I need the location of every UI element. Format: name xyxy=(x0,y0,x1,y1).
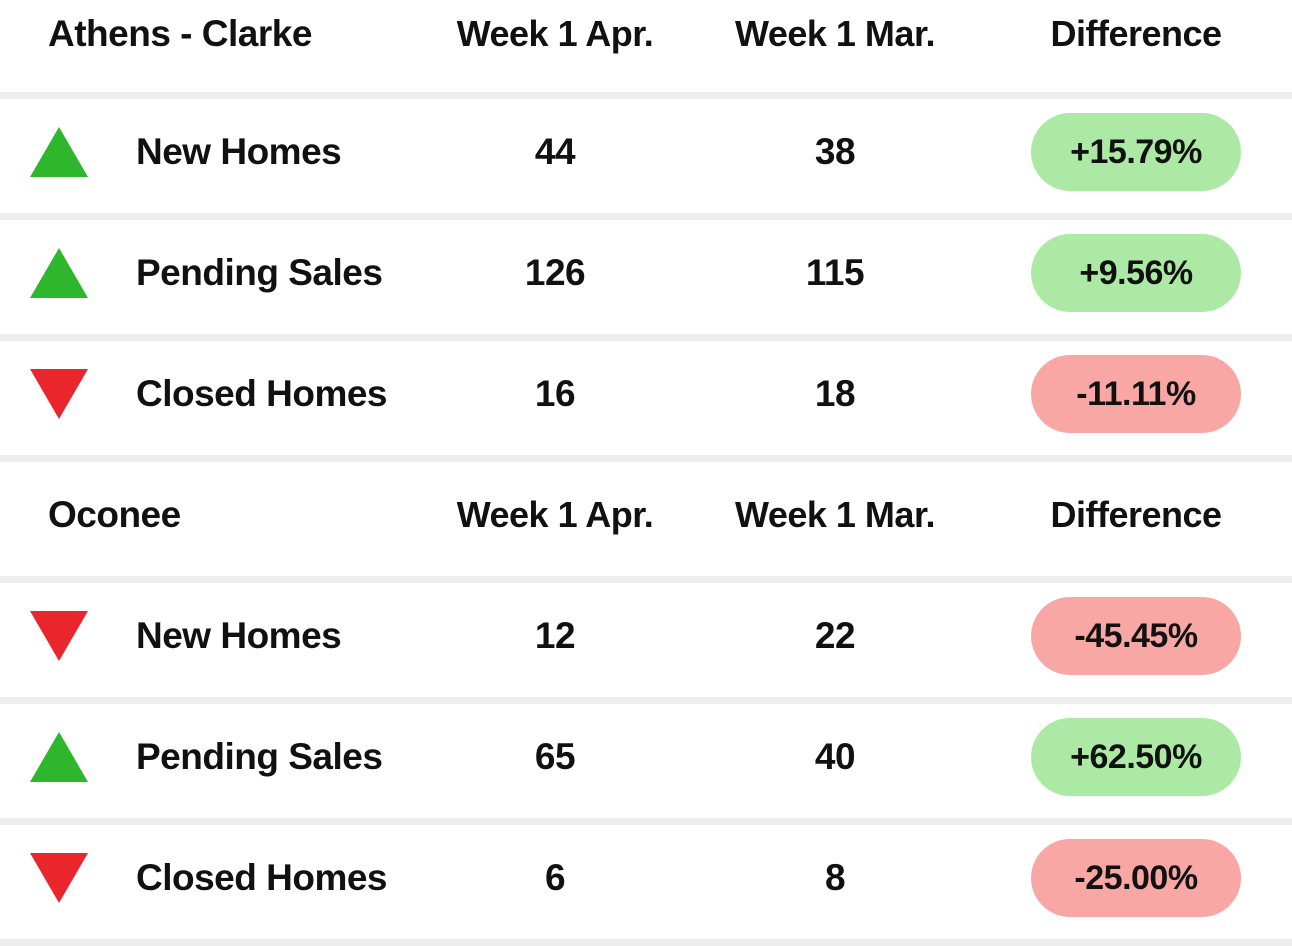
difference-cell: +62.50% xyxy=(1031,718,1241,796)
week1-mar-value: 115 xyxy=(805,252,865,293)
column-header-week1-apr: Week 1 Apr. xyxy=(456,13,654,54)
trend-down-icon xyxy=(30,611,88,661)
table-row: New Homes 44 38 +15.79% xyxy=(0,99,1292,213)
trend-up-icon xyxy=(30,127,88,177)
difference-badge: -11.11% xyxy=(1031,355,1241,433)
row-divider xyxy=(0,334,1292,341)
section-title: Oconee xyxy=(48,494,181,535)
section-header-oconee: Oconee Week 1 Apr. Week 1 Mar. Differenc… xyxy=(0,462,1292,576)
trend-up-icon xyxy=(30,732,88,782)
week1-apr-value: 6 xyxy=(544,857,566,898)
week1-apr-value: 12 xyxy=(534,615,576,656)
metric-cell: Closed Homes xyxy=(0,369,420,419)
column-header-week1-mar: Week 1 Mar. xyxy=(735,13,935,54)
difference-badge: +15.79% xyxy=(1031,113,1241,191)
column-header-difference: Difference xyxy=(1050,13,1222,54)
metric-cell: Pending Sales xyxy=(0,732,420,782)
row-divider xyxy=(0,697,1292,704)
column-header-week1-apr: Week 1 Apr. xyxy=(456,494,654,535)
table-row: Closed Homes 16 18 -11.11% xyxy=(0,341,1292,455)
week1-mar-value: 8 xyxy=(824,857,846,898)
table-row: Pending Sales 126 115 +9.56% xyxy=(0,220,1292,334)
table-row: Closed Homes 6 8 -25.00% xyxy=(0,825,1292,939)
row-divider xyxy=(0,576,1292,583)
trend-down-icon xyxy=(30,853,88,903)
difference-cell: +15.79% xyxy=(1031,113,1241,191)
row-divider xyxy=(0,213,1292,220)
column-header-difference: Difference xyxy=(1050,494,1222,535)
row-divider xyxy=(0,939,1292,946)
metric-cell: Pending Sales xyxy=(0,248,420,298)
difference-badge: +62.50% xyxy=(1031,718,1241,796)
metric-cell: New Homes xyxy=(0,611,420,661)
metric-label: New Homes xyxy=(136,615,342,656)
difference-badge: -45.45% xyxy=(1031,597,1241,675)
week1-apr-value: 44 xyxy=(534,131,576,172)
metric-label: Closed Homes xyxy=(136,857,388,898)
row-divider xyxy=(0,455,1292,462)
section-header-athens-clarke: Athens - Clarke Week 1 Apr. Week 1 Mar. … xyxy=(0,0,1292,92)
difference-cell: -45.45% xyxy=(1031,597,1241,675)
metric-label: New Homes xyxy=(136,131,342,172)
metric-cell: Closed Homes xyxy=(0,853,420,903)
section-title: Athens - Clarke xyxy=(48,13,312,54)
metric-cell: New Homes xyxy=(0,127,420,177)
table-row: Pending Sales 65 40 +62.50% xyxy=(0,704,1292,818)
row-divider xyxy=(0,818,1292,825)
difference-cell: -25.00% xyxy=(1031,839,1241,917)
week1-mar-value: 18 xyxy=(814,373,856,414)
row-divider xyxy=(0,92,1292,99)
week1-mar-value: 38 xyxy=(814,131,856,172)
metric-label: Pending Sales xyxy=(136,736,383,777)
column-header-week1-mar: Week 1 Mar. xyxy=(735,494,935,535)
difference-badge: +9.56% xyxy=(1031,234,1241,312)
week1-mar-value: 22 xyxy=(814,615,856,656)
week1-apr-value: 65 xyxy=(534,736,576,777)
difference-cell: -11.11% xyxy=(1031,355,1241,433)
week1-apr-value: 16 xyxy=(534,373,576,414)
metric-label: Closed Homes xyxy=(136,373,388,414)
trend-up-icon xyxy=(30,248,88,298)
metric-label: Pending Sales xyxy=(136,252,383,293)
difference-badge: -25.00% xyxy=(1031,839,1241,917)
trend-down-icon xyxy=(30,369,88,419)
difference-cell: +9.56% xyxy=(1031,234,1241,312)
week1-apr-value: 126 xyxy=(524,252,586,293)
table-row: New Homes 12 22 -45.45% xyxy=(0,583,1292,697)
week1-mar-value: 40 xyxy=(814,736,856,777)
